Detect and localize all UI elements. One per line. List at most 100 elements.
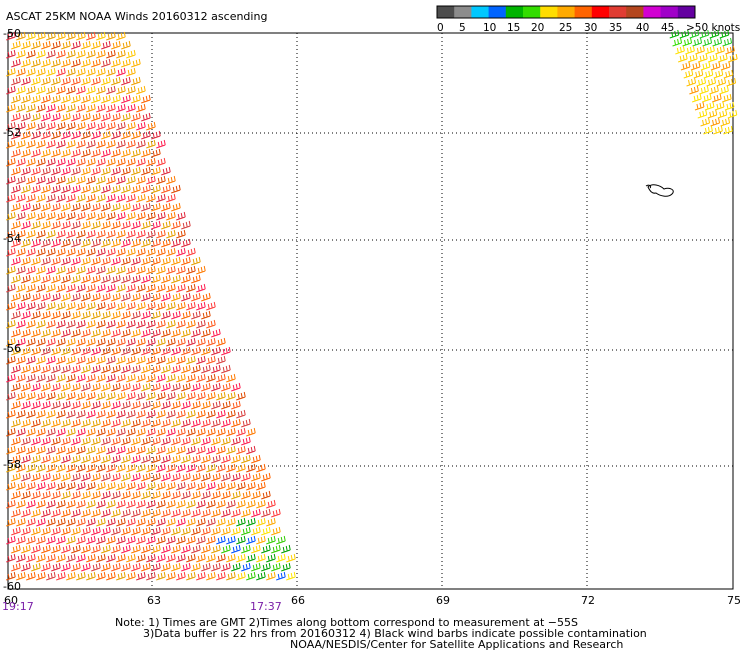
wind-barb <box>36 463 46 473</box>
wind-barb <box>61 292 71 302</box>
wind-barb <box>146 247 156 257</box>
wind-barb <box>46 409 56 419</box>
wind-barb <box>131 346 141 356</box>
wind-barb <box>101 346 111 356</box>
wind-barb <box>21 166 31 176</box>
wind-barb <box>171 418 181 428</box>
wind-barb <box>181 310 191 320</box>
wind-barb <box>251 490 261 500</box>
wind-barb <box>11 418 21 428</box>
wind-barb <box>111 328 121 338</box>
wind-barb <box>86 355 96 365</box>
wind-barb <box>692 37 703 47</box>
wind-barb <box>86 193 96 203</box>
wind-barb <box>151 148 161 158</box>
wind-barb <box>141 436 151 446</box>
wind-barb <box>21 40 31 50</box>
wind-barb <box>116 355 126 365</box>
wind-barb <box>161 310 171 320</box>
wind-barb <box>36 391 46 401</box>
wind-barb <box>56 355 66 365</box>
wind-barb <box>16 427 26 437</box>
wind-barb <box>106 517 116 527</box>
wind-barb <box>261 544 271 554</box>
wind-barb <box>151 130 161 140</box>
wind-barb <box>91 220 101 230</box>
wind-barb <box>236 481 246 491</box>
wind-barb <box>11 346 21 356</box>
wind-barb <box>136 283 146 293</box>
wind-barb <box>86 535 96 545</box>
wind-barb <box>141 292 151 302</box>
wind-barb <box>51 238 61 248</box>
wind-barb <box>16 571 26 581</box>
wind-barb <box>86 481 96 491</box>
wind-barb <box>141 526 151 536</box>
wind-barb <box>116 481 126 491</box>
wind-barb <box>96 355 106 365</box>
wind-barb <box>86 67 96 77</box>
legend-label: 5 <box>459 22 466 34</box>
legend-swatch <box>626 6 644 18</box>
wind-barb <box>111 454 121 464</box>
wind-barb <box>176 247 186 257</box>
wind-barb <box>116 391 126 401</box>
wind-barb <box>26 517 36 527</box>
wind-barb <box>31 112 41 122</box>
wind-barb <box>121 508 131 518</box>
wind-barb <box>221 454 231 464</box>
wind-barb <box>141 202 151 212</box>
wind-barb <box>141 310 151 320</box>
wind-barb <box>41 292 51 302</box>
wind-barb <box>61 400 71 410</box>
wind-barb <box>66 121 76 131</box>
wind-barb <box>126 193 136 203</box>
wind-barb <box>51 58 61 68</box>
wind-barb <box>151 382 161 392</box>
wind-barb <box>111 472 121 482</box>
wind-barb <box>695 45 705 55</box>
wind-barb <box>206 409 216 419</box>
wind-barb <box>216 517 226 527</box>
wind-barb <box>121 364 131 374</box>
wind-barb <box>211 346 221 356</box>
wind-barb <box>141 364 151 374</box>
wind-barb <box>141 562 151 572</box>
wind-barb <box>96 463 106 473</box>
wind-barb <box>91 364 101 374</box>
wind-barb <box>720 61 731 71</box>
wind-barb <box>161 454 171 464</box>
wind-barb <box>96 553 106 563</box>
wind-barb <box>146 229 156 239</box>
wind-barb <box>71 544 81 554</box>
wind-barb <box>181 364 191 374</box>
wind-barb <box>196 499 206 509</box>
wind-barb <box>166 499 176 509</box>
wind-barb <box>6 265 16 275</box>
wind-barb <box>71 184 81 194</box>
wind-barb <box>166 571 176 581</box>
wind-barb <box>66 517 76 527</box>
lon-label-66: 66 <box>291 594 305 607</box>
wind-barb <box>96 571 106 581</box>
wind-barb <box>196 283 206 293</box>
wind-barb <box>156 229 166 239</box>
wind-barb <box>171 454 181 464</box>
wind-barb <box>91 58 101 68</box>
wind-barb <box>726 77 737 87</box>
wind-barb <box>46 139 56 149</box>
wind-barb <box>216 409 226 419</box>
legend-swatch <box>660 6 679 18</box>
wind-barb <box>46 67 56 77</box>
wind-barb <box>26 283 36 293</box>
wind-barb <box>191 292 201 302</box>
wind-barb <box>31 508 41 518</box>
wind-barb <box>201 490 211 500</box>
wind-barb <box>161 508 171 518</box>
wind-barb <box>121 274 131 284</box>
wind-barb <box>201 418 211 428</box>
wind-barb <box>121 184 131 194</box>
wind-barb <box>151 184 161 194</box>
wind-barb <box>116 283 126 293</box>
wind-barb <box>71 58 81 68</box>
